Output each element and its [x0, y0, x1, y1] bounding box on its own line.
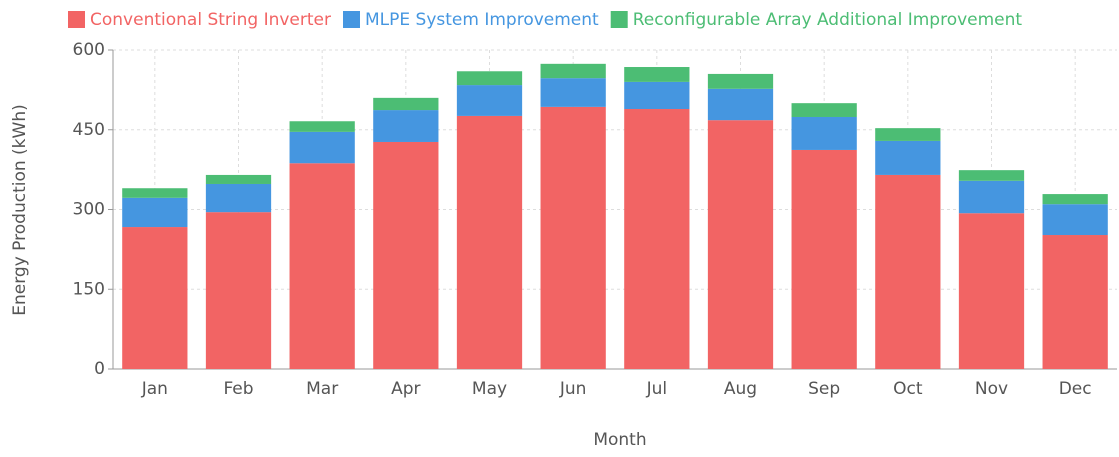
bar-segment: [1042, 194, 1108, 205]
y-axis-label: Energy Production (kWh): [10, 104, 30, 315]
bar-segment: [1042, 204, 1108, 236]
x-tick-label: Feb: [223, 379, 253, 399]
bar-segment: [373, 141, 439, 369]
y-tick-label: 300: [73, 200, 105, 220]
bar-segment: [875, 140, 941, 175]
bar-segment: [791, 149, 857, 369]
x-tick-label: Jun: [559, 379, 587, 399]
y-tick-label: 0: [94, 359, 105, 379]
bar-segment: [624, 81, 690, 110]
bar-segment: [791, 116, 857, 150]
bar-segment: [373, 97, 439, 111]
x-tick-label: Nov: [975, 379, 1008, 399]
bar-segment: [624, 67, 690, 82]
bar-segment: [456, 115, 523, 369]
bar-segment: [624, 109, 690, 369]
y-tick-label: 600: [73, 40, 105, 60]
bar-segment: [456, 85, 523, 116]
x-tick-label: Jan: [141, 379, 168, 399]
bar-segment: [122, 188, 188, 198]
x-tick-label: Mar: [306, 379, 338, 399]
x-tick-label: Aug: [724, 379, 757, 399]
bar-segment: [205, 212, 272, 369]
bar-segment: [958, 170, 1025, 181]
legend-swatch: [610, 11, 628, 28]
x-tick-label: May: [472, 379, 507, 399]
bar-segment: [122, 227, 188, 369]
bar-segment: [875, 174, 941, 369]
bar-segment: [958, 180, 1025, 214]
x-tick-label: Sep: [808, 379, 840, 399]
x-axis-label: Month: [593, 430, 646, 450]
legend-label: MLPE System Improvement: [365, 10, 599, 30]
legend-label: Conventional String Inverter: [90, 10, 331, 30]
bar-segment: [205, 174, 272, 184]
bar-segment: [791, 103, 857, 117]
y-tick-label: 450: [73, 120, 105, 140]
bar-segment: [875, 128, 941, 141]
x-tick-label: Jul: [646, 379, 668, 399]
legend-swatch: [68, 11, 85, 28]
bar-segment: [289, 131, 355, 164]
bar-segment: [540, 78, 606, 107]
legend-swatch: [343, 11, 360, 28]
bar-segment: [122, 197, 188, 228]
bar-segment: [289, 121, 355, 132]
x-tick-label: Dec: [1059, 379, 1092, 399]
y-tick-label: 150: [73, 279, 105, 299]
bar-segment: [707, 88, 774, 121]
bar-segment: [540, 63, 606, 79]
bar-segment: [958, 213, 1025, 369]
x-tick-label: Oct: [893, 379, 923, 399]
bar-segment: [1042, 235, 1108, 369]
x-tick-label: Apr: [391, 379, 420, 399]
bar-segment: [456, 71, 523, 86]
bar-segment: [289, 163, 355, 369]
bar-segment: [373, 110, 439, 142]
legend-label: Reconfigurable Array Additional Improvem…: [633, 10, 1023, 30]
bar-segment: [205, 183, 272, 213]
bar-segment: [707, 73, 774, 89]
bar-segment: [540, 106, 606, 369]
bar-segment: [707, 120, 774, 370]
